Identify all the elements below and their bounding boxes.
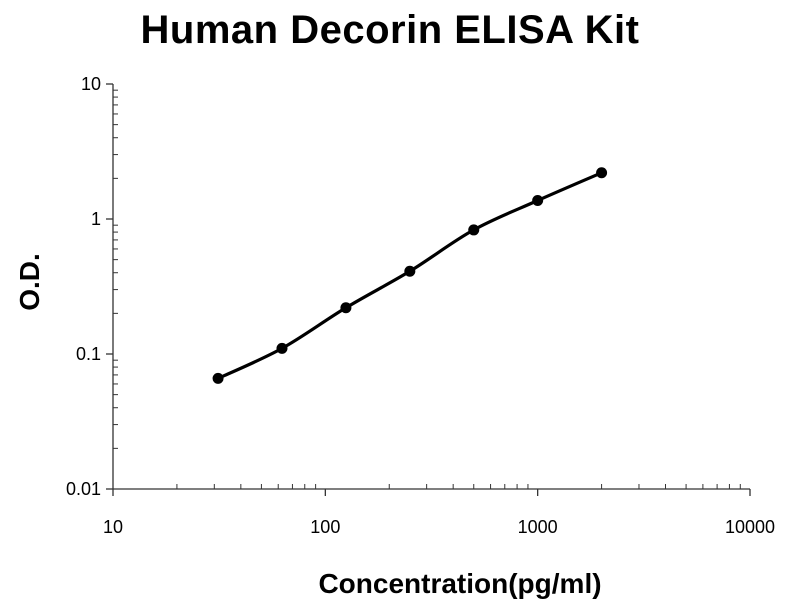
y-axis-label: O.D. bbox=[14, 253, 45, 311]
y-tick-label: 0.1 bbox=[76, 344, 101, 364]
data-point bbox=[340, 302, 352, 314]
data-point bbox=[596, 167, 608, 179]
x-tick-label: 100 bbox=[310, 517, 340, 537]
axes: 0.01 0.1 1 10 10 100 1000 10000 bbox=[66, 74, 775, 537]
x-tick-label: 10000 bbox=[725, 517, 775, 537]
data-point bbox=[212, 372, 224, 384]
data-point bbox=[468, 224, 480, 236]
data-points-layer bbox=[212, 167, 608, 384]
y-tick-label: 0.01 bbox=[66, 479, 101, 499]
chart-title: Human Decorin ELISA Kit bbox=[140, 8, 640, 52]
x-tick-label: 10 bbox=[103, 517, 123, 537]
x-tick-label: 1000 bbox=[518, 517, 558, 537]
data-point bbox=[276, 342, 288, 354]
x-axis-label: Concentration(pg/ml) bbox=[318, 568, 602, 599]
y-tick-label: 1 bbox=[91, 209, 101, 229]
data-point bbox=[532, 195, 544, 207]
y-tick-label: 10 bbox=[81, 74, 101, 94]
data-point bbox=[404, 265, 416, 277]
